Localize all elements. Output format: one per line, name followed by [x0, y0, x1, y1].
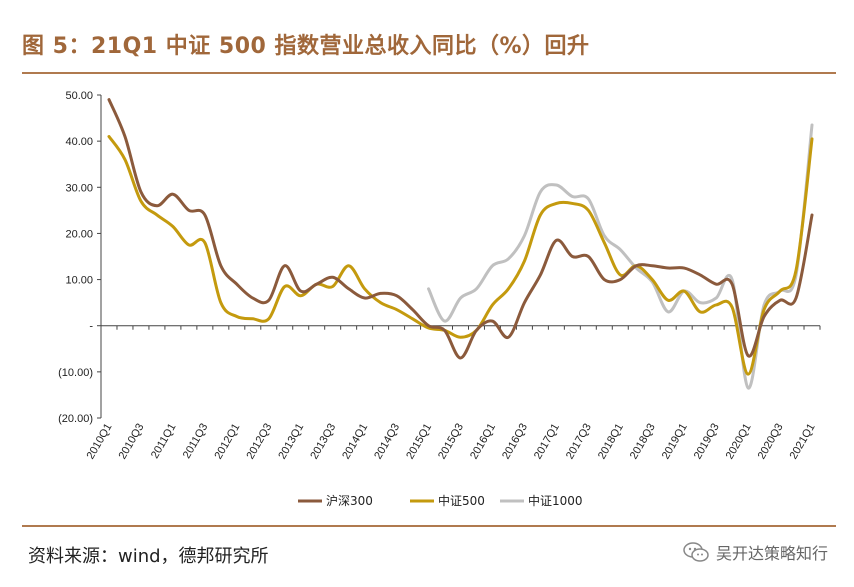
y-tick-label: 40.00 — [65, 136, 93, 148]
y-tick-label: 30.00 — [65, 182, 93, 194]
y-tick-label: (10.00) — [58, 367, 93, 379]
legend-label: 中证500 — [438, 493, 485, 508]
y-tick-label: 50.00 — [65, 90, 93, 102]
x-tick-label: 2021Q1 — [788, 422, 818, 462]
chart-axes: 50.00 40.00 30.00 20.00 10.00 - (10.00) (20.00) — [58, 90, 821, 425]
x-tick-label: 2015Q1 — [404, 422, 434, 462]
x-tick-label: 2016Q1 — [468, 422, 498, 462]
watermark-text: 吴开达策略知行 — [715, 544, 828, 563]
x-tick-label: 2013Q1 — [276, 422, 306, 462]
x-tick-label: 2020Q3 — [756, 422, 786, 462]
x-tick-label: 2015Q3 — [436, 422, 466, 462]
x-tick-label: 2014Q1 — [340, 422, 370, 462]
footer-divider — [22, 525, 836, 527]
x-tick-label: 2019Q3 — [692, 422, 722, 462]
y-tick-label: 10.00 — [65, 275, 93, 287]
wechat-icon — [683, 542, 709, 562]
series-line-1 — [107, 135, 814, 376]
x-tick-label: 2016Q3 — [500, 422, 530, 462]
x-tick-label: 2019Q1 — [660, 422, 690, 462]
series-line-2 — [427, 123, 814, 390]
chart-legend: 沪深300 中证500 中证1000 — [298, 493, 583, 508]
x-axis-labels: 2010Q1 2010Q3 2011Q1 2011Q3 2012Q1 2012Q3 2013… — [85, 422, 818, 462]
x-tick-label: 2012Q3 — [244, 422, 274, 462]
series-line-0 — [107, 98, 814, 360]
watermark: 吴开达策略知行 — [682, 540, 828, 564]
chart-title: 图 5：21Q1 中证 500 指数营业总收入同比（%）回升 — [22, 34, 590, 59]
x-tick-label: 2011Q3 — [181, 422, 211, 461]
x-tick-label: 2012Q1 — [212, 422, 242, 462]
line-chart: 50.00 40.00 30.00 20.00 10.00 - (10.00) (20.00)… — [58, 90, 821, 508]
x-tick-label: 2010Q1 — [85, 422, 115, 462]
y-tick-label: - — [89, 321, 93, 333]
x-tick-label: 2018Q1 — [596, 422, 626, 462]
source-note: 资料来源：wind，德邦研究所 — [28, 546, 269, 567]
title-divider — [22, 72, 836, 74]
x-tick-label: 2010Q3 — [117, 422, 147, 462]
x-tick-label: 2013Q3 — [308, 422, 338, 462]
x-tick-label: 2018Q3 — [628, 422, 658, 462]
x-tick-label: 2011Q1 — [149, 422, 179, 461]
x-tick-label: 2017Q1 — [532, 422, 562, 462]
chart-series — [107, 98, 814, 390]
x-tick-label: 2020Q1 — [724, 422, 754, 462]
y-tick-label: 20.00 — [65, 228, 93, 240]
legend-label: 中证1000 — [528, 493, 583, 508]
legend-label: 沪深300 — [326, 494, 373, 508]
x-tick-label: 2014Q3 — [372, 422, 402, 462]
y-tick-label: (20.00) — [58, 413, 93, 425]
x-tick-label: 2017Q3 — [564, 422, 594, 462]
